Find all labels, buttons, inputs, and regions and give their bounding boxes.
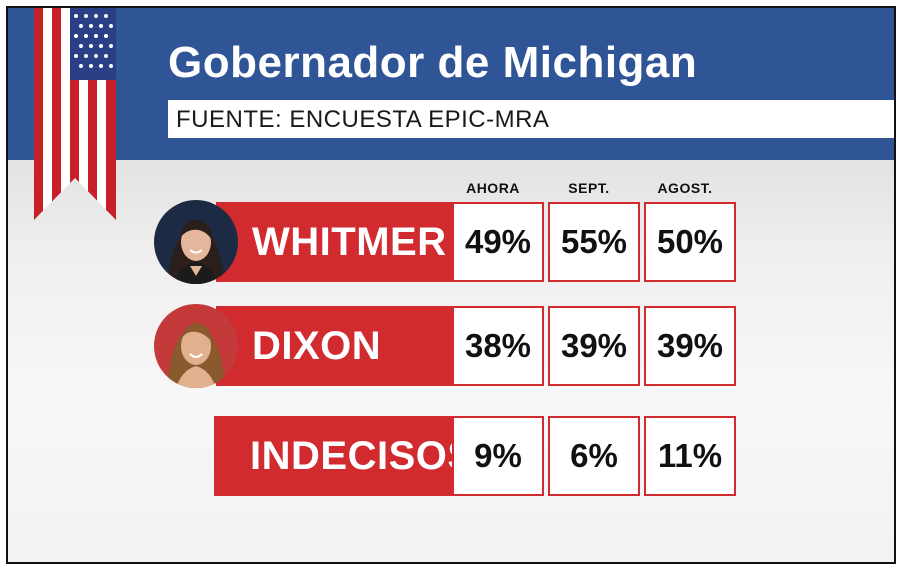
dixon-portrait bbox=[154, 304, 238, 388]
column-header-ahora: AHORA bbox=[466, 180, 520, 196]
us-flag-ribbon-icon bbox=[34, 8, 116, 220]
column-header-sept: SEPT. bbox=[568, 180, 610, 196]
table-row-whitmer: WHITMER 49% 55% 50% bbox=[8, 200, 894, 284]
value-cell-sept: 55% bbox=[548, 202, 640, 282]
name-bar: INDECISOS bbox=[214, 416, 474, 496]
value-cell-sept: 6% bbox=[548, 416, 640, 496]
subtitle-bar: FUENTE: ENCUESTA EPIC-MRA bbox=[168, 100, 894, 138]
value-cell-agost: 39% bbox=[644, 306, 736, 386]
value-cell-agost: 11% bbox=[644, 416, 736, 496]
candidate-name: INDECISOS bbox=[250, 434, 475, 478]
name-bar: DIXON bbox=[216, 306, 456, 386]
poll-graphic: Gobernador de Michigan FUENTE: ENCUESTA … bbox=[6, 6, 896, 564]
candidate-name: DIXON bbox=[252, 324, 382, 368]
page-title: Gobernador de Michigan bbox=[168, 38, 698, 87]
value-cell-ahora: 38% bbox=[452, 306, 544, 386]
value-cell-sept: 39% bbox=[548, 306, 640, 386]
table-row-dixon: DIXON 38% 39% 39% bbox=[8, 304, 894, 388]
value-cell-ahora: 9% bbox=[452, 416, 544, 496]
table-row-indecisos: INDECISOS 9% 6% 11% bbox=[8, 416, 894, 498]
header-band: Gobernador de Michigan FUENTE: ENCUESTA … bbox=[8, 8, 894, 160]
candidate-name: WHITMER bbox=[252, 220, 447, 264]
whitmer-portrait bbox=[154, 200, 238, 284]
column-header-agost: AGOST. bbox=[657, 180, 713, 196]
value-cell-agost: 50% bbox=[644, 202, 736, 282]
source-subtitle: FUENTE: ENCUESTA EPIC-MRA bbox=[176, 106, 550, 133]
value-cell-ahora: 49% bbox=[452, 202, 544, 282]
name-bar: WHITMER bbox=[216, 202, 456, 282]
